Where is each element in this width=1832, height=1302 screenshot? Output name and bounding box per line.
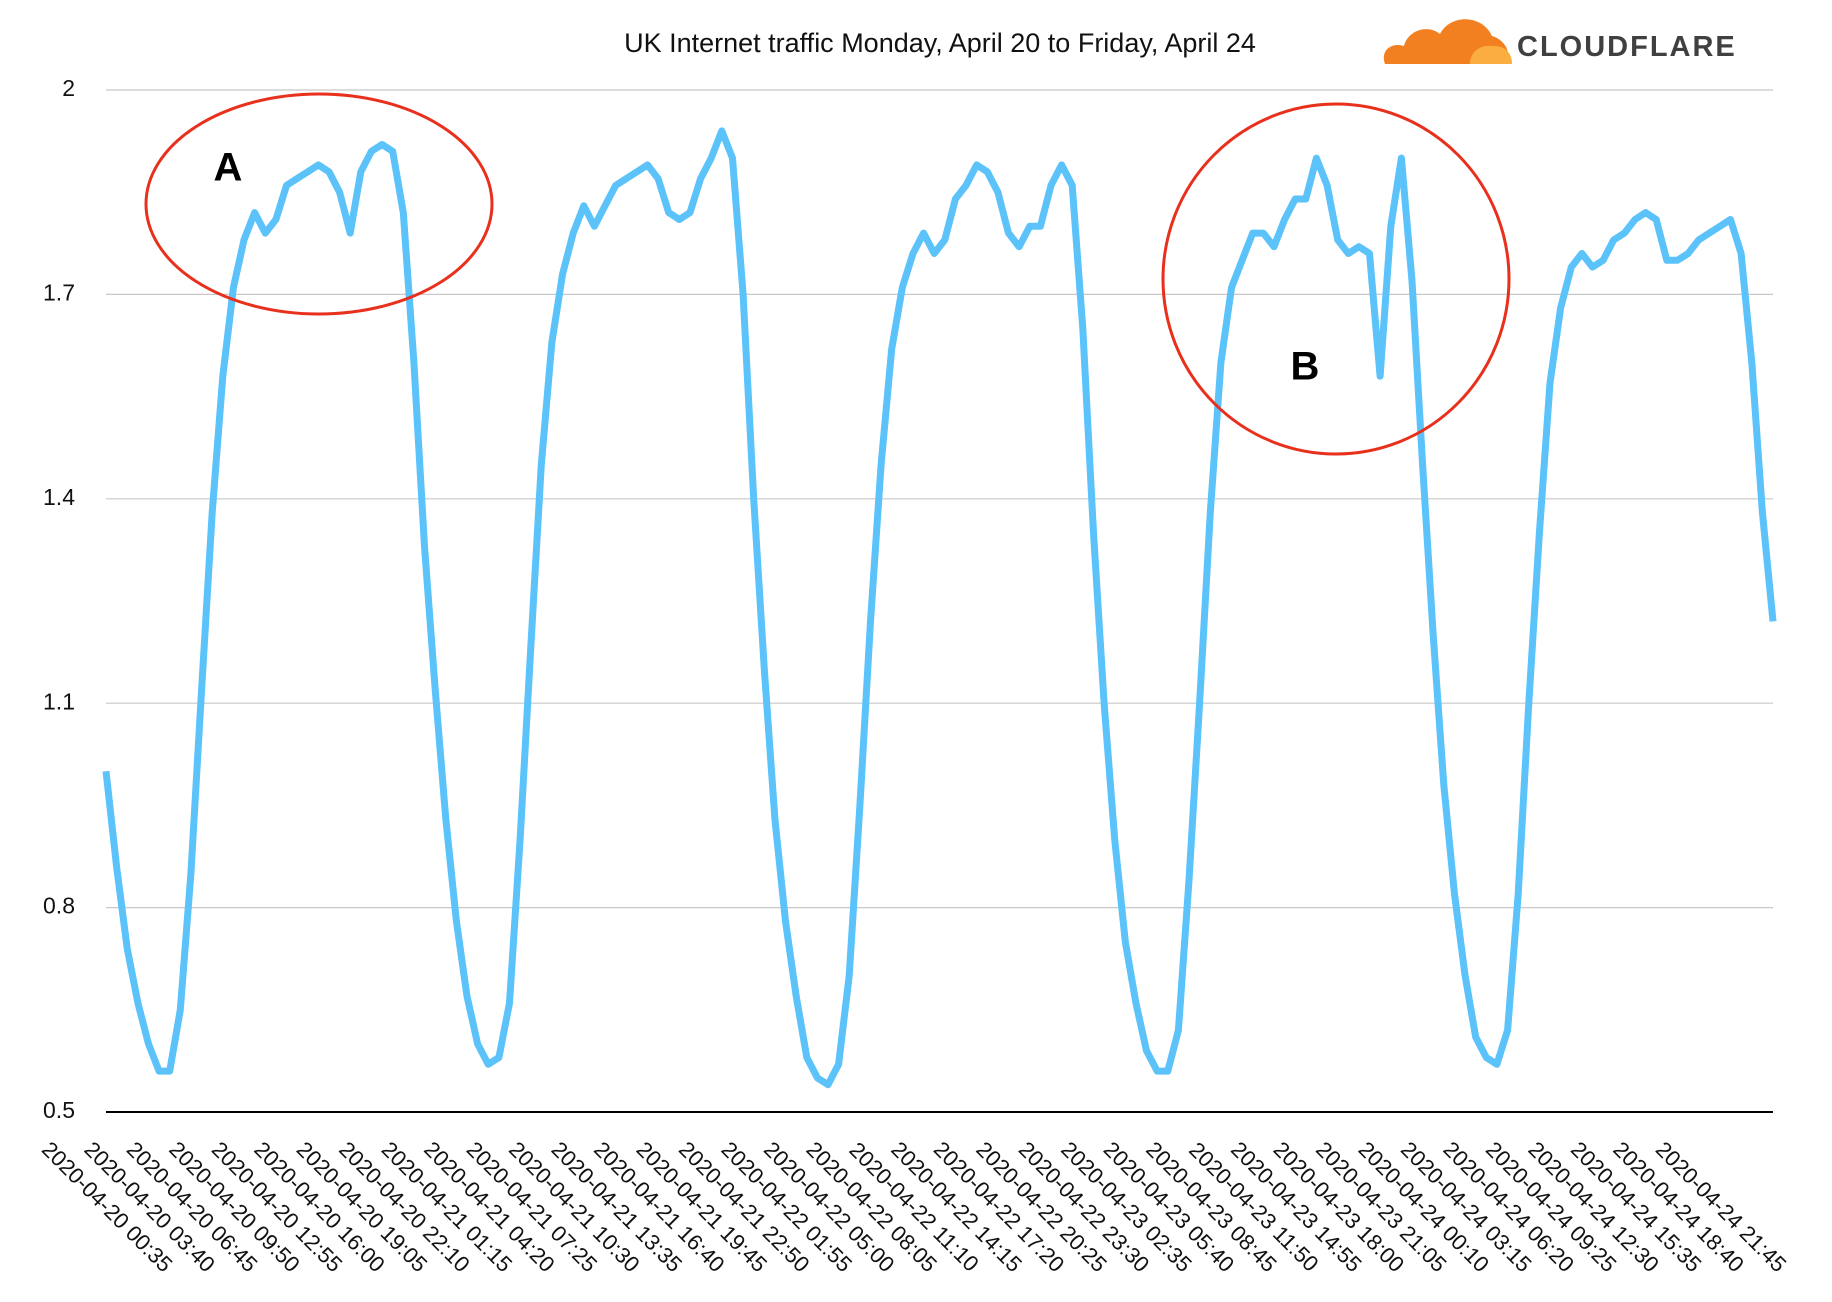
y-tick-label: 0.5 (43, 1097, 75, 1123)
y-tick-label: 1.1 (43, 688, 75, 714)
logo-text: CLOUDFLARE (1517, 31, 1737, 63)
y-tick-label: 2 (62, 75, 75, 101)
annotation-ellipse (144, 92, 494, 316)
data-line (102, 127, 1777, 1089)
logo: CLOUDFLARE (1383, 19, 1737, 65)
chart-title: UK Internet traffic Monday, April 20 to … (624, 28, 1256, 58)
y-tick-label: 0.8 (43, 893, 75, 919)
annotation-label: A (214, 146, 243, 190)
y-tick-label: 1.4 (43, 484, 75, 510)
annotation-label: B (1291, 345, 1320, 389)
logo-cloud-small (1470, 45, 1512, 64)
annotation-ellipse (1161, 102, 1511, 456)
y-tick-label: 1.7 (43, 279, 75, 305)
